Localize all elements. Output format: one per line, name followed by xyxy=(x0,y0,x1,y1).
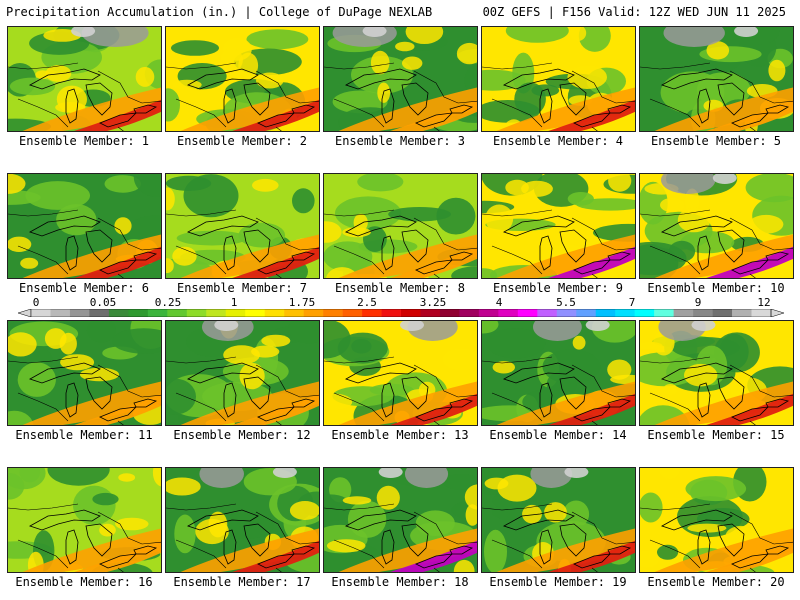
ensemble-member-map xyxy=(323,26,478,132)
ensemble-member-label: Ensemble Member: 18 xyxy=(331,575,469,589)
colorbar-tick-label: 5.5 xyxy=(556,296,576,309)
ensemble-member-label: Ensemble Member: 11 xyxy=(15,428,153,442)
ensemble-member-map xyxy=(323,320,478,426)
chart-title: Precipitation Accumulation (in.) | Colle… xyxy=(6,5,433,19)
ensemble-member-map xyxy=(639,467,794,573)
ensemble-member-label: Ensemble Member: 15 xyxy=(647,428,785,442)
ensemble-member-label: Ensemble Member: 3 xyxy=(334,134,466,148)
ensemble-member-label: Ensemble Member: 14 xyxy=(489,428,627,442)
colorbar-tick-label: 3.25 xyxy=(419,296,447,309)
precipitation-colorbar xyxy=(18,309,784,317)
ensemble-member-map xyxy=(165,26,320,132)
ensemble-member-label: Ensemble Member: 1 xyxy=(18,134,150,148)
run-info: 00Z GEFS | F156 Valid: 12Z WED JUN 11 20… xyxy=(482,5,786,19)
ensemble-member-map xyxy=(481,26,636,132)
ensemble-member-map xyxy=(7,467,162,573)
ensemble-member-label: Ensemble Member: 16 xyxy=(15,575,153,589)
ensemble-member-map xyxy=(165,467,320,573)
ensemble-member-label: Ensemble Member: 12 xyxy=(173,428,311,442)
ensemble-member-label: Ensemble Member: 9 xyxy=(492,281,624,295)
ensemble-member-label: Ensemble Member: 19 xyxy=(489,575,627,589)
colorbar-tick-label: 0.05 xyxy=(89,296,117,309)
ensemble-member-map xyxy=(481,320,636,426)
ensemble-member-label: Ensemble Member: 8 xyxy=(334,281,466,295)
colorbar-tick-label: 0 xyxy=(32,296,40,309)
colorbar-tick-label: 12 xyxy=(757,296,771,309)
ensemble-member-map xyxy=(639,173,794,279)
ensemble-member-map xyxy=(481,173,636,279)
ensemble-member-label: Ensemble Member: 17 xyxy=(173,575,311,589)
colorbar-tick-label: 1 xyxy=(230,296,238,309)
ensemble-member-map xyxy=(323,467,478,573)
colorbar-tick-label: 7 xyxy=(628,296,636,309)
colorbar-tick-label: 4 xyxy=(495,296,503,309)
ensemble-member-label: Ensemble Member: 2 xyxy=(176,134,308,148)
colorbar-tick-label: 0.25 xyxy=(154,296,182,309)
ensemble-member-label: Ensemble Member: 20 xyxy=(647,575,785,589)
ensemble-member-map xyxy=(639,26,794,132)
ensemble-member-label: Ensemble Member: 5 xyxy=(650,134,782,148)
ensemble-member-map xyxy=(639,320,794,426)
ensemble-member-map xyxy=(7,173,162,279)
ensemble-member-map xyxy=(165,320,320,426)
colorbar-tick-label: 1.75 xyxy=(288,296,316,309)
ensemble-member-label: Ensemble Member: 10 xyxy=(647,281,785,295)
colorbar-tick-label: 2.5 xyxy=(357,296,377,309)
ensemble-member-map xyxy=(481,467,636,573)
ensemble-member-map xyxy=(323,173,478,279)
ensemble-member-label: Ensemble Member: 6 xyxy=(18,281,150,295)
ensemble-member-map xyxy=(7,26,162,132)
ensemble-member-label: Ensemble Member: 7 xyxy=(176,281,308,295)
ensemble-member-label: Ensemble Member: 4 xyxy=(492,134,624,148)
ensemble-member-map xyxy=(165,173,320,279)
colorbar-tick-label: 9 xyxy=(694,296,702,309)
ensemble-member-label: Ensemble Member: 13 xyxy=(331,428,469,442)
ensemble-member-map xyxy=(7,320,162,426)
